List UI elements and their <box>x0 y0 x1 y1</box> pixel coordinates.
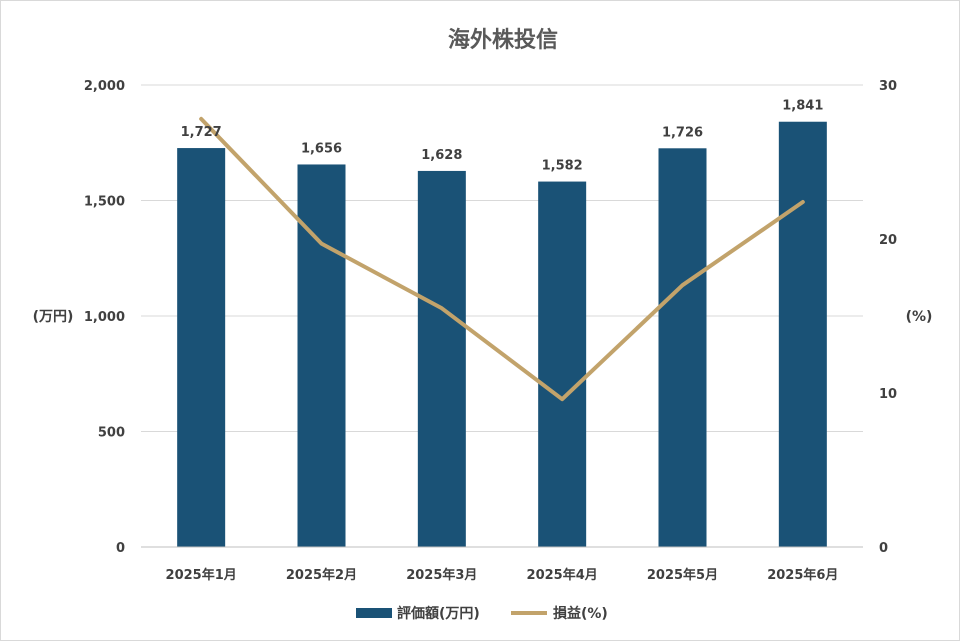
bar <box>297 164 346 548</box>
chart-title: 海外株投信 <box>448 27 558 53</box>
bar <box>177 148 226 548</box>
line-point <box>441 307 443 309</box>
right-tick-label: 30 <box>879 79 897 94</box>
legend-bar-swatch <box>356 608 392 618</box>
line-point <box>321 243 322 245</box>
bar <box>538 181 587 548</box>
bar-data-label: 1,727 <box>181 125 222 140</box>
x-tick-label: 2025年2月 <box>286 567 357 583</box>
right-tick-label: 10 <box>879 387 897 402</box>
left-tick-label: 1,500 <box>84 195 125 210</box>
left-tick-label: 500 <box>98 426 125 441</box>
x-tick-label: 2025年5月 <box>647 567 718 583</box>
bar-data-label: 1,726 <box>662 125 703 140</box>
bar <box>778 121 827 547</box>
left-tick-label: 2,000 <box>84 79 125 94</box>
bar-data-label: 1,656 <box>301 141 342 156</box>
bar-data-labels: 1,727 1,656 1,628 1,582 1,726 1,841 <box>181 99 824 174</box>
legend: 評価額(万円) 損益(%) <box>356 605 608 622</box>
legend-bar-label: 評価額(万円) <box>397 605 480 622</box>
legend-line-label: 損益(%) <box>553 605 608 622</box>
bar-series <box>177 121 827 548</box>
gridlines <box>141 84 863 548</box>
bar-data-label: 1,582 <box>542 159 583 174</box>
x-tick-label: 2025年6月 <box>767 567 838 583</box>
bar <box>417 170 466 547</box>
x-tick-label: 2025年4月 <box>527 567 598 583</box>
right-tick-label: 20 <box>879 233 897 248</box>
left-tick-label: 0 <box>116 541 125 556</box>
line-point <box>682 284 683 286</box>
x-tick-label: 2025年3月 <box>406 567 477 583</box>
x-tick-label: 2025年1月 <box>166 567 237 583</box>
bar-data-label: 1,841 <box>782 99 823 114</box>
bar-data-label: 1,628 <box>421 148 462 163</box>
left-axis-label: (万円) <box>33 309 74 325</box>
left-tick-label: 1,000 <box>84 310 125 325</box>
line-series <box>199 116 805 402</box>
bar <box>658 148 707 547</box>
left-axis-ticks: 0 500 1,000 1,500 2,000 <box>84 79 125 556</box>
right-axis-ticks: 0 10 20 30 <box>879 79 897 556</box>
right-tick-label: 0 <box>879 541 888 556</box>
line-point <box>561 398 563 400</box>
right-axis-label: (%) <box>906 309 933 325</box>
profit-line <box>199 116 805 402</box>
line-point <box>802 201 804 203</box>
line-point <box>200 118 202 120</box>
x-axis-ticks: 2025年1月 2025年2月 2025年3月 2025年4月 2025年5月 2025年… <box>141 546 863 583</box>
